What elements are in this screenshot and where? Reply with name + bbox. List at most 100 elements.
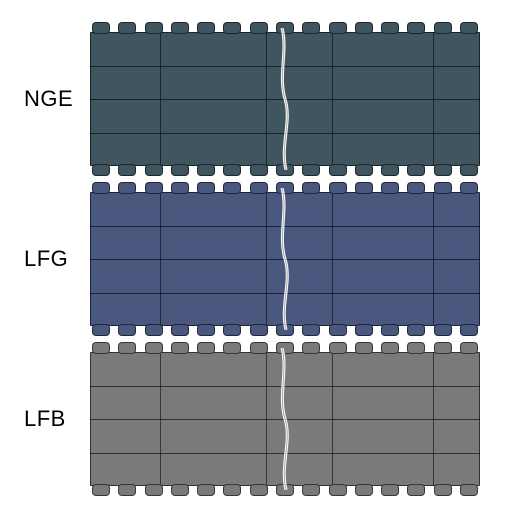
belt-tooth [407, 324, 425, 336]
belt-tooth [92, 182, 110, 194]
belt-hseam [90, 99, 480, 100]
belt-vseam [160, 32, 161, 166]
belt-tooth [434, 324, 452, 336]
belt-tooth [302, 342, 320, 354]
belt-tooth [197, 22, 215, 34]
belt-tooth [171, 22, 189, 34]
belt-tooth [250, 484, 268, 496]
belt-tooth [381, 182, 399, 194]
belt-teeth-top [90, 182, 480, 194]
belt-hseam [90, 453, 480, 454]
belt-tooth [302, 182, 320, 194]
belt-tooth [460, 164, 478, 176]
belt-tooth [118, 484, 136, 496]
belt-tooth [276, 324, 294, 336]
belt-tooth [434, 342, 452, 354]
belt-body-lfb [90, 352, 480, 486]
belt-tooth [145, 164, 163, 176]
belt-tooth [223, 484, 241, 496]
belt-tooth [329, 182, 347, 194]
belt-tooth [145, 182, 163, 194]
belt-tooth [460, 484, 478, 496]
belt-vseam [433, 192, 434, 326]
belt-tooth [355, 182, 373, 194]
belt-tooth [145, 324, 163, 336]
belt-vseam [433, 352, 434, 486]
belt-tooth [250, 342, 268, 354]
belt-vseam [332, 192, 333, 326]
belt-teeth-top [90, 342, 480, 354]
belt-tooth [276, 22, 294, 34]
belt-tooth [355, 164, 373, 176]
belt-hseam [90, 226, 480, 227]
belt-vseam [332, 32, 333, 166]
belt-tooth [118, 22, 136, 34]
belt-tooth [302, 484, 320, 496]
belt-tooth [407, 342, 425, 354]
belt-tooth [407, 484, 425, 496]
belt-body-lfg [90, 192, 480, 326]
belt-hseam [90, 419, 480, 420]
belt-tooth [223, 342, 241, 354]
belt-tooth [118, 324, 136, 336]
belt-tooth [250, 22, 268, 34]
belt-tooth [407, 164, 425, 176]
belt-tooth [460, 182, 478, 194]
belt-tooth [434, 182, 452, 194]
belt-tooth [381, 342, 399, 354]
belt-tooth [434, 22, 452, 34]
belt-tooth [381, 484, 399, 496]
belt-tooth [355, 342, 373, 354]
belt-tooth [434, 164, 452, 176]
belt-vseam [433, 32, 434, 166]
belt-tooth [92, 22, 110, 34]
belt-tooth [460, 342, 478, 354]
belt-tooth [250, 182, 268, 194]
belt-tooth [355, 22, 373, 34]
belt-teeth-bottom [90, 484, 480, 496]
belt-tooth [460, 324, 478, 336]
belt-hseam [90, 293, 480, 294]
belt-label-lfb: LFB [24, 344, 66, 494]
belt-tooth [276, 164, 294, 176]
belt-tooth [118, 342, 136, 354]
belt-tooth [460, 22, 478, 34]
belt-tooth [302, 22, 320, 34]
belt-tooth [302, 324, 320, 336]
belt-tooth [197, 342, 215, 354]
belt-tooth [407, 182, 425, 194]
belt-teeth-bottom [90, 164, 480, 176]
belt-tooth [145, 22, 163, 34]
belt-tooth [197, 484, 215, 496]
belt-tooth [381, 324, 399, 336]
belt-tooth [355, 484, 373, 496]
belt-tooth [171, 484, 189, 496]
belt-teeth-top [90, 22, 480, 34]
belt-row-lfb: LFB [0, 344, 512, 494]
belt-vseam [266, 352, 267, 486]
belt-tooth [197, 182, 215, 194]
belt-tooth [381, 164, 399, 176]
belt-row-lfg: LFG [0, 184, 512, 334]
belt-vseam [160, 192, 161, 326]
belt-tooth [381, 22, 399, 34]
belt-tooth [118, 164, 136, 176]
belt-tooth [171, 164, 189, 176]
belt-tooth [302, 164, 320, 176]
belt-tooth [329, 484, 347, 496]
belt-tooth [223, 164, 241, 176]
belt-tooth [171, 182, 189, 194]
belt-teeth-bottom [90, 324, 480, 336]
belt-tooth [276, 484, 294, 496]
belt-vseam [160, 352, 161, 486]
belt-tooth [92, 484, 110, 496]
belt-hseam [90, 66, 480, 67]
belt-hseam [90, 386, 480, 387]
belt-tooth [92, 164, 110, 176]
belt-diagram: NGE LFG LFB [0, 0, 512, 512]
belt-hseam [90, 133, 480, 134]
belt-tooth [329, 324, 347, 336]
belt-tooth [223, 324, 241, 336]
belt-tooth [223, 182, 241, 194]
belt-tooth [197, 164, 215, 176]
